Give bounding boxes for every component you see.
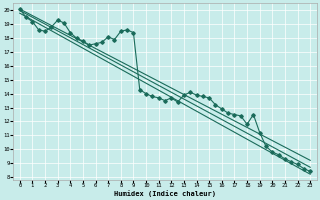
X-axis label: Humidex (Indice chaleur): Humidex (Indice chaleur) xyxy=(114,190,216,197)
